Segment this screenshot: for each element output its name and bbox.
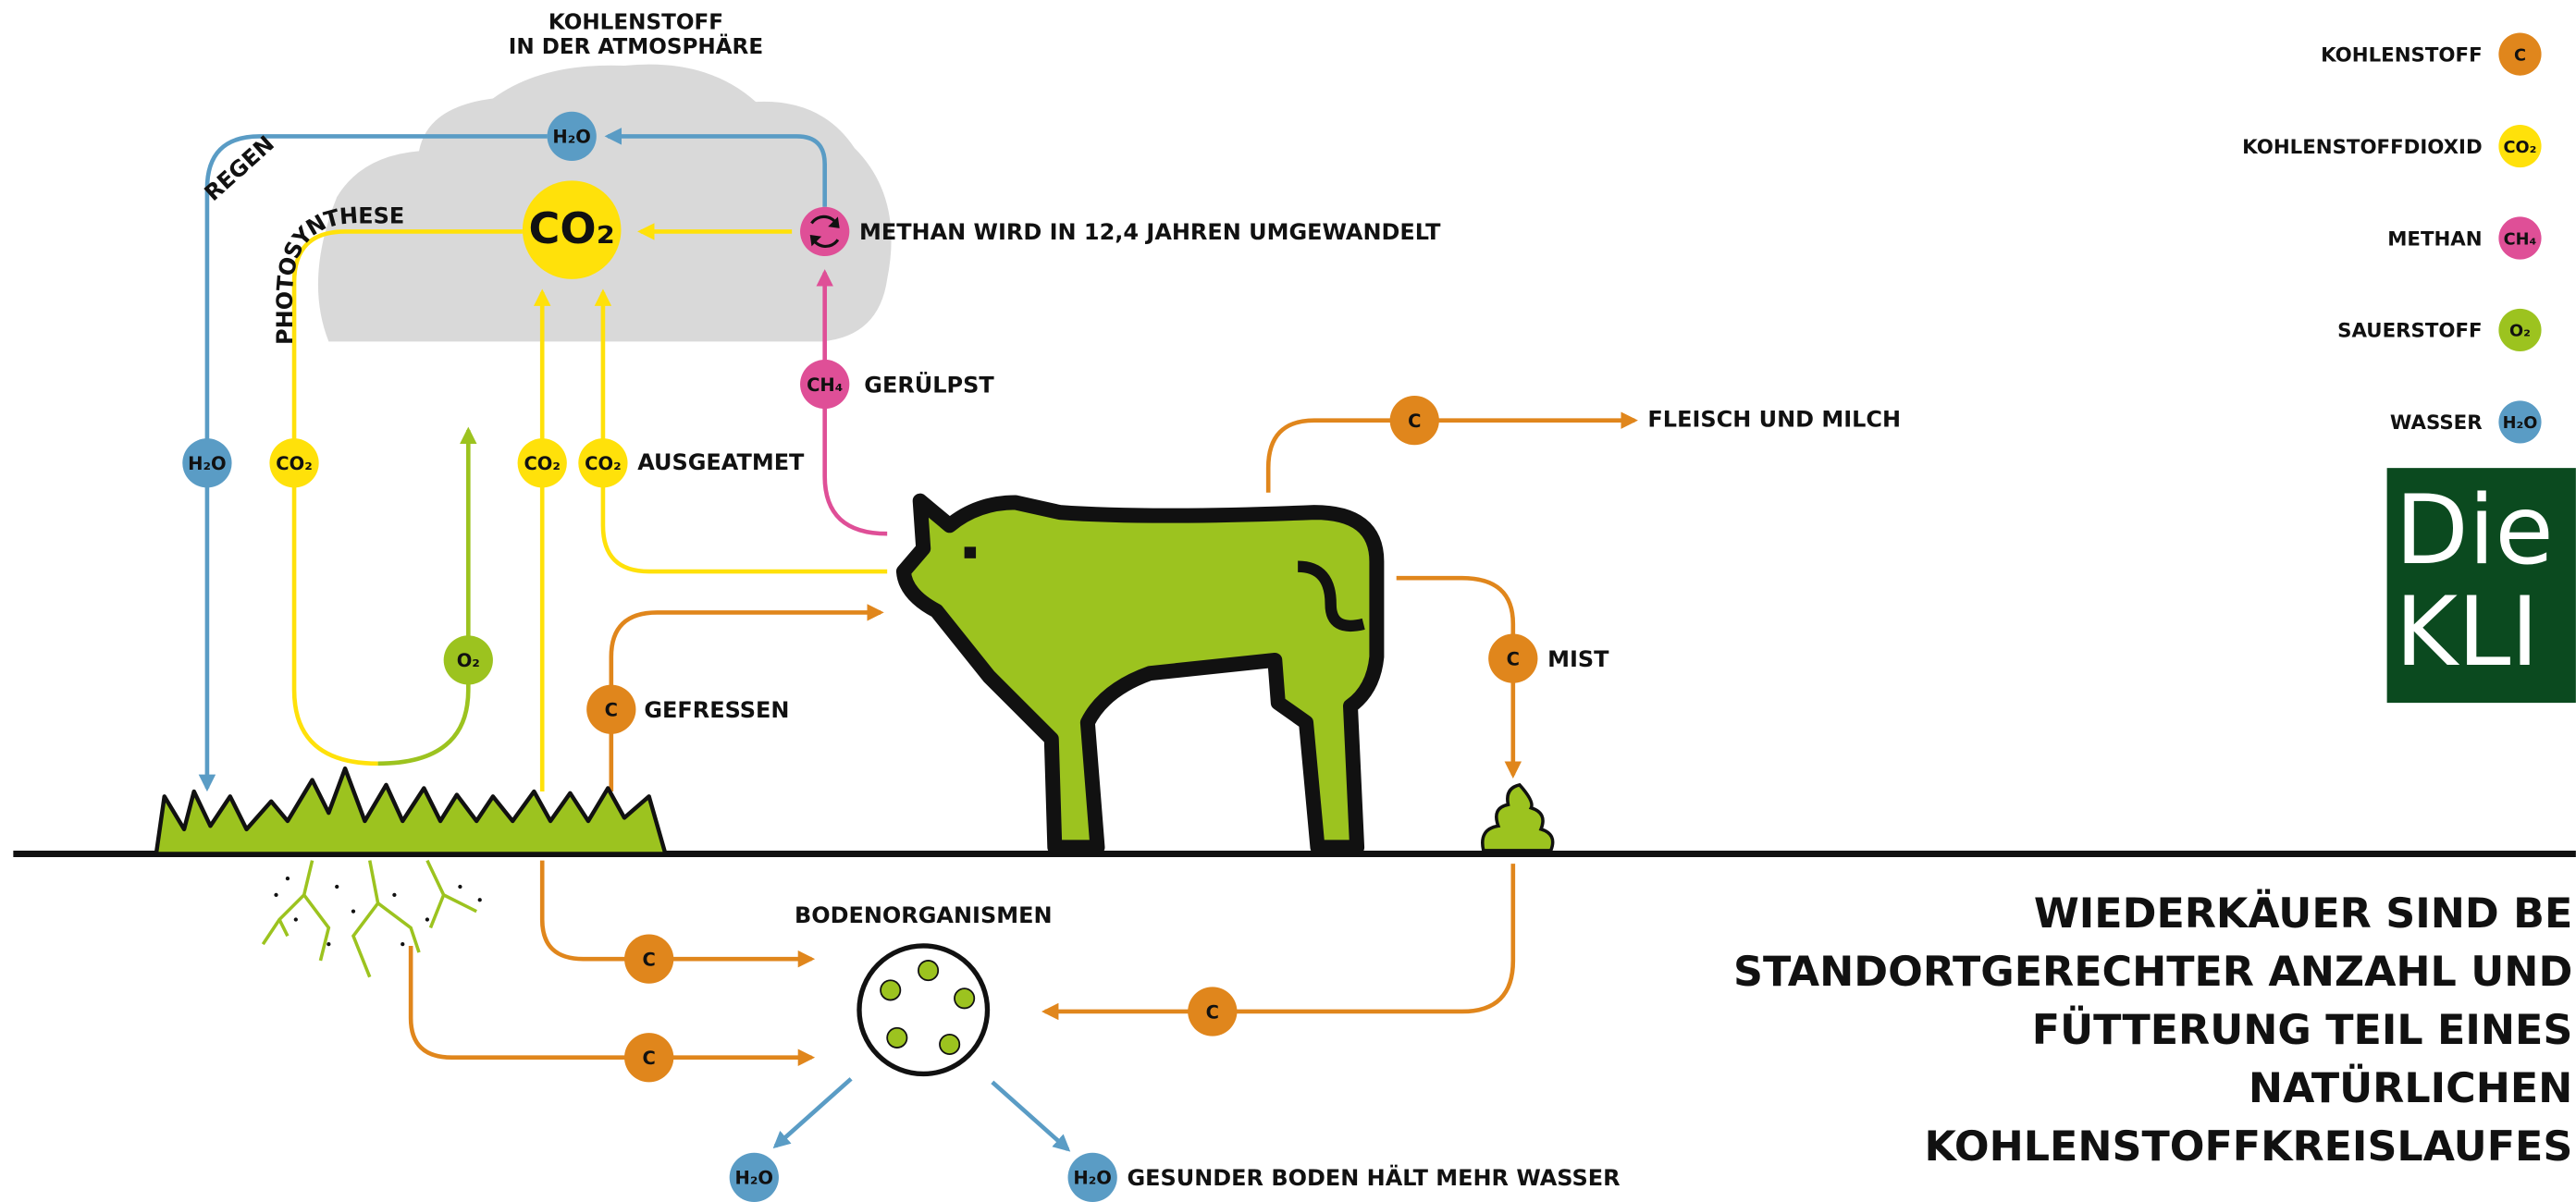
- badge-label: C: [1408, 411, 1421, 432]
- legend-badge: [2498, 400, 2542, 444]
- badge-label: O₂: [457, 650, 480, 671]
- badge: [443, 635, 493, 685]
- water-label: GESUNDER BODEN HÄLT MEHR WASSER: [1127, 1163, 1620, 1191]
- badge: [578, 438, 628, 488]
- badge: [182, 438, 232, 488]
- manure-label: MIST: [1547, 646, 1609, 672]
- legend-symbol: O₂: [2509, 323, 2531, 341]
- badge: [1488, 633, 1538, 683]
- statement-line: FÜTTERUNG TEIL EINES: [2032, 1005, 2572, 1054]
- exhaled-label: AUSGEATMET: [637, 449, 805, 475]
- badge-label: C: [642, 1048, 655, 1069]
- cow: [895, 493, 1385, 855]
- legend-label: METHAN: [2387, 227, 2482, 251]
- statement-line: STANDORTGERECHTER ANZAHL UND: [1733, 949, 2572, 996]
- badge-label: CO₂: [524, 453, 560, 474]
- burped-label: GERÜLPST: [864, 370, 994, 398]
- legend-badge: [2498, 124, 2542, 168]
- statement-line: NATÜRLICHEN: [2249, 1063, 2572, 1112]
- badge: [624, 934, 674, 984]
- grass: [154, 766, 668, 856]
- legend-symbol: CO₂: [2504, 139, 2537, 157]
- eaten-label: GEFRESSEN: [644, 697, 789, 723]
- badge: [1389, 396, 1439, 446]
- legend-badge: [2498, 32, 2542, 76]
- badge: [269, 438, 319, 488]
- badge: [586, 684, 636, 734]
- legend-label: SAUERSTOFF: [2337, 320, 2482, 343]
- badge-label: H₂O: [552, 127, 590, 148]
- badge-label: CO₂: [276, 453, 312, 474]
- flows: [198, 128, 1638, 1152]
- legend-symbol: H₂O: [2503, 414, 2538, 433]
- statement: WIEDERKÄUER SIND BE STANDORTGERECHTER ANZ…: [1733, 889, 2572, 1171]
- legend-symbol: C: [2514, 46, 2526, 65]
- methane-cycle-icon: [800, 206, 850, 257]
- methane-label: METHAN WIRD IN 12,4 JAHREN UMGEWANDELT: [859, 219, 1441, 245]
- roots: [261, 859, 477, 978]
- legend: KOHLENSTOFF C KOHLENSTOFFDIOXID CO₂ METHAN CH…: [2242, 32, 2542, 444]
- badge: [547, 111, 597, 162]
- badge-label: C: [642, 949, 655, 970]
- legend-badge: [2498, 308, 2542, 352]
- banner-line: Die: [2395, 475, 2553, 586]
- banner: Die KLI: [2386, 468, 2576, 704]
- badge-label: C: [1206, 1001, 1219, 1023]
- legend-badge: [2498, 216, 2542, 260]
- badges: H₂O CO₂ CH₄ H₂O CO₂ CO₂ CO₂ O₂ C C C C C C H₂O H₂O: [182, 111, 1538, 1202]
- legend-symbol: CH₄: [2504, 230, 2537, 249]
- badge-label: CH₄: [807, 374, 843, 396]
- badge-label: H₂O: [735, 1168, 773, 1189]
- badge-label: H₂O: [1073, 1168, 1111, 1189]
- badge: [1067, 1152, 1117, 1202]
- badge-label: CO₂: [529, 203, 615, 253]
- legend-label: KOHLENSTOFFDIOXID: [2242, 136, 2482, 159]
- cloud-title: KOHLENSTOFF: [548, 10, 723, 34]
- legend-label: KOHLENSTOFF: [2321, 43, 2482, 67]
- badge-label: C: [1507, 648, 1520, 669]
- badge: [624, 1033, 674, 1083]
- cloud-title: IN DER ATMOSPHÄRE: [509, 33, 763, 59]
- meat-label: FLEISCH UND MILCH: [1647, 407, 1901, 433]
- root-dots: [274, 877, 482, 947]
- badge-label: H₂O: [188, 453, 226, 474]
- soil-organisms: [857, 943, 991, 1077]
- badge: [1188, 987, 1238, 1036]
- statement-line: KOHLENSTOFFKREISLAUFES: [1925, 1123, 2573, 1171]
- statement-line: WIEDERKÄUER SIND BE: [2034, 889, 2572, 938]
- badge: [517, 438, 567, 488]
- soil-label: BODENORGANISMEN: [795, 902, 1053, 928]
- badge-label: CO₂: [585, 453, 621, 474]
- badge: [800, 359, 850, 410]
- banner-line: KLI: [2395, 577, 2538, 688]
- legend-label: WASSER: [2390, 411, 2483, 435]
- badge: [522, 180, 622, 279]
- manure: [1481, 782, 1555, 852]
- badge: [729, 1152, 779, 1202]
- badge-label: C: [605, 699, 618, 720]
